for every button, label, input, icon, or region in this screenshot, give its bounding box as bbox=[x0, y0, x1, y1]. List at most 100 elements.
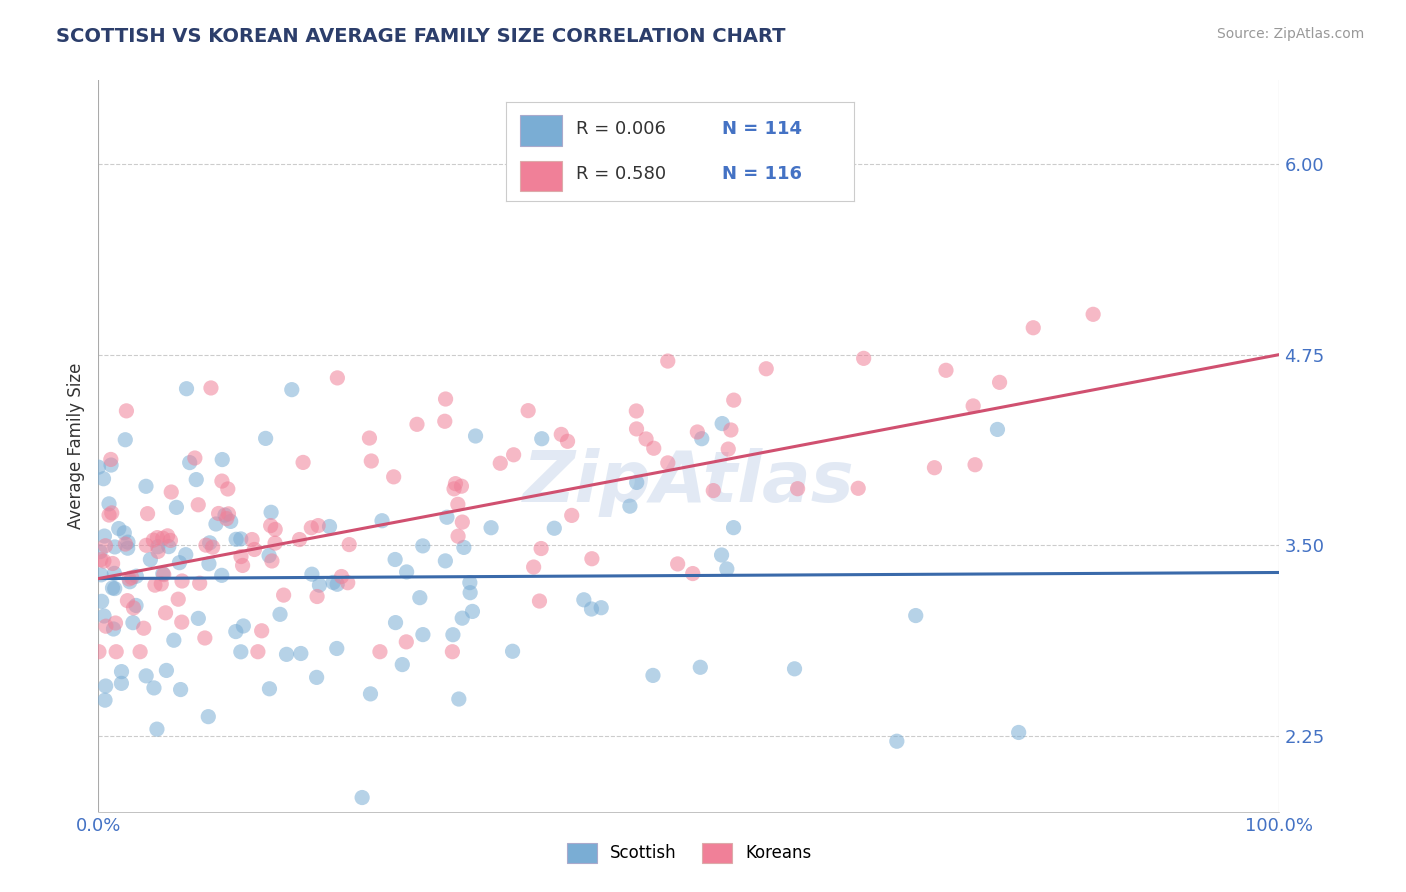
Point bbox=[89, 544, 111, 558]
Point bbox=[94, 539, 117, 553]
Point bbox=[259, 681, 281, 696]
Point bbox=[229, 645, 252, 659]
Point bbox=[187, 498, 209, 512]
Point bbox=[94, 693, 117, 707]
Point bbox=[211, 568, 233, 582]
Point bbox=[371, 514, 394, 528]
Point bbox=[100, 458, 122, 472]
Point bbox=[98, 497, 121, 511]
Point bbox=[125, 569, 148, 583]
Point bbox=[205, 516, 228, 531]
Point bbox=[135, 669, 157, 683]
Legend: Scottish, Koreans: Scottish, Koreans bbox=[560, 837, 818, 869]
Point bbox=[114, 537, 136, 551]
Point bbox=[502, 644, 524, 658]
Point bbox=[276, 648, 298, 662]
Bar bbox=[520, 161, 562, 191]
Point bbox=[104, 540, 127, 554]
Point bbox=[368, 645, 391, 659]
Point bbox=[464, 429, 486, 443]
Point bbox=[502, 448, 524, 462]
Point bbox=[1022, 320, 1045, 334]
Point bbox=[122, 615, 145, 630]
Point bbox=[636, 432, 658, 446]
Point bbox=[986, 422, 1008, 436]
Point bbox=[395, 565, 418, 579]
Point bbox=[101, 557, 124, 571]
Point bbox=[194, 631, 217, 645]
Point bbox=[87, 460, 110, 475]
Point bbox=[962, 399, 984, 413]
Point bbox=[100, 506, 122, 520]
Point bbox=[225, 624, 247, 639]
Point bbox=[163, 633, 186, 648]
Point bbox=[170, 574, 193, 588]
Point bbox=[395, 635, 418, 649]
Point bbox=[197, 709, 219, 723]
Point bbox=[232, 558, 254, 573]
Point bbox=[308, 578, 330, 592]
Point bbox=[188, 576, 211, 591]
Point bbox=[98, 508, 121, 522]
Point bbox=[935, 363, 957, 377]
Point bbox=[299, 521, 322, 535]
Point bbox=[557, 434, 579, 449]
Point bbox=[139, 552, 162, 566]
Point bbox=[114, 433, 136, 447]
Point bbox=[136, 507, 159, 521]
Y-axis label: Average Family Size: Average Family Size bbox=[66, 363, 84, 529]
Point bbox=[101, 581, 124, 595]
Point bbox=[110, 665, 132, 679]
Point bbox=[326, 371, 349, 385]
Point bbox=[786, 482, 808, 496]
Point bbox=[1008, 725, 1031, 739]
Point bbox=[93, 554, 115, 568]
Point bbox=[412, 539, 434, 553]
Point bbox=[169, 682, 191, 697]
Point bbox=[214, 508, 236, 522]
Point bbox=[170, 615, 193, 629]
Point bbox=[201, 540, 224, 554]
Point bbox=[150, 577, 173, 591]
Point bbox=[561, 508, 583, 523]
Point bbox=[641, 668, 664, 682]
Point bbox=[702, 483, 724, 498]
Point bbox=[904, 608, 927, 623]
Point bbox=[260, 554, 283, 568]
Point bbox=[530, 541, 553, 556]
Point bbox=[657, 456, 679, 470]
Point bbox=[723, 393, 745, 408]
Point bbox=[219, 515, 242, 529]
Point bbox=[307, 590, 329, 604]
Point bbox=[104, 615, 127, 630]
Point bbox=[121, 571, 143, 585]
Point bbox=[581, 602, 603, 616]
Point bbox=[529, 594, 551, 608]
Point bbox=[122, 601, 145, 615]
Point bbox=[135, 538, 157, 552]
Point bbox=[118, 574, 141, 589]
Point bbox=[269, 607, 291, 622]
Point bbox=[710, 548, 733, 562]
Text: R = 0.580: R = 0.580 bbox=[575, 165, 665, 184]
Point bbox=[110, 676, 132, 690]
Point bbox=[711, 417, 734, 431]
Point bbox=[1081, 307, 1104, 321]
Point bbox=[301, 567, 323, 582]
Point bbox=[152, 531, 174, 545]
Point bbox=[146, 531, 169, 545]
Point bbox=[87, 645, 110, 659]
Point bbox=[384, 552, 406, 566]
Point bbox=[146, 544, 169, 558]
Point bbox=[254, 431, 277, 445]
Point bbox=[215, 511, 238, 525]
Point bbox=[626, 475, 648, 490]
Point bbox=[322, 575, 344, 590]
Point bbox=[155, 664, 177, 678]
Point bbox=[240, 533, 263, 547]
Point bbox=[211, 474, 233, 488]
Point bbox=[105, 645, 128, 659]
Point bbox=[451, 515, 474, 529]
Point bbox=[523, 560, 546, 574]
Point bbox=[451, 611, 474, 625]
